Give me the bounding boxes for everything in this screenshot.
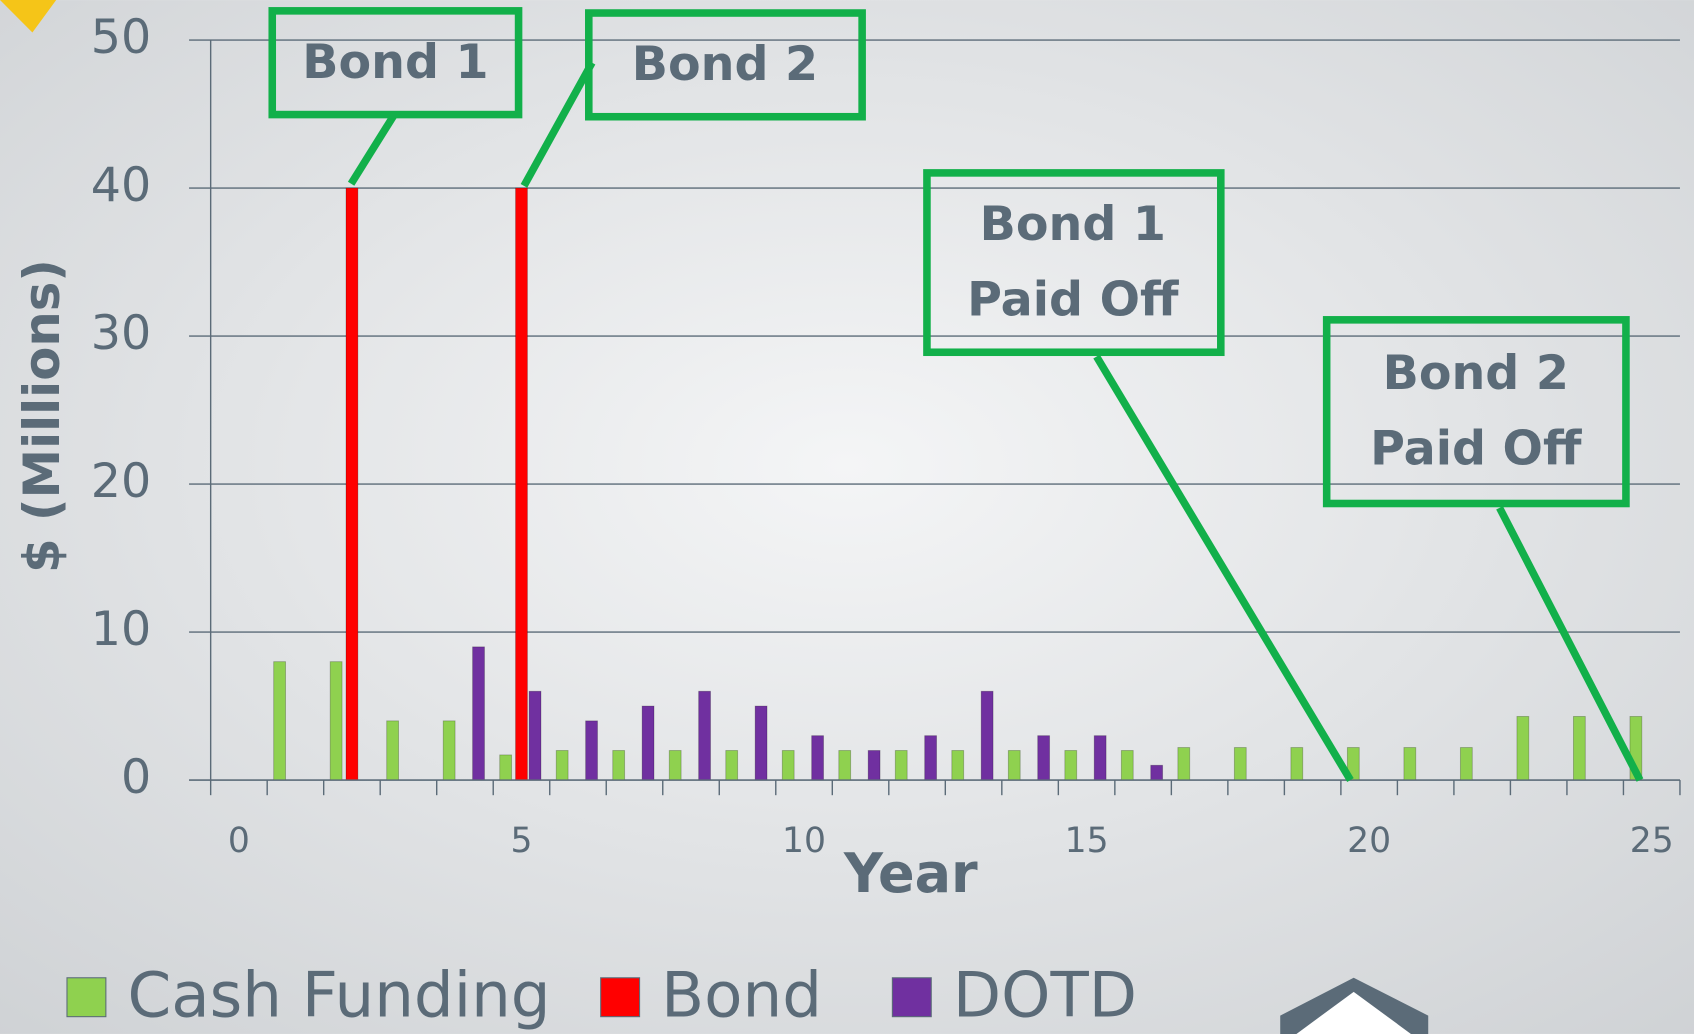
bar xyxy=(1007,750,1021,781)
legend-label: Bond xyxy=(661,958,822,1031)
callout-line xyxy=(347,112,398,186)
legend-label: DOTD xyxy=(953,958,1137,1031)
bar xyxy=(867,750,881,781)
bar xyxy=(515,187,528,781)
bar xyxy=(273,661,286,781)
bar xyxy=(725,750,739,781)
bar xyxy=(528,690,542,781)
x-tick-label: 20 xyxy=(1347,821,1391,861)
bar xyxy=(838,750,852,781)
bar xyxy=(1403,747,1417,781)
callout-line xyxy=(520,60,596,188)
bar xyxy=(1177,747,1191,781)
callout-box xyxy=(1322,316,1630,508)
bar xyxy=(641,705,655,781)
callout-box xyxy=(923,169,1225,357)
bar xyxy=(1120,750,1134,781)
legend-swatch xyxy=(66,977,107,1018)
y-tick-label: 30 xyxy=(91,306,151,361)
callout-line xyxy=(1093,354,1354,783)
bar xyxy=(386,720,400,781)
annotation-text: Bond 2 xyxy=(632,37,818,92)
bar xyxy=(951,750,965,781)
callout-box xyxy=(268,7,523,119)
bar xyxy=(1459,747,1473,781)
y-tick-label: 0 xyxy=(121,750,151,805)
bar xyxy=(499,754,513,781)
annotation-text: Paid Off xyxy=(1370,422,1582,477)
x-tick-label: 15 xyxy=(1065,821,1109,861)
bar xyxy=(1150,764,1164,781)
bar xyxy=(612,750,626,781)
x-tick-label: 10 xyxy=(782,821,826,861)
bar xyxy=(811,735,824,781)
bar xyxy=(585,720,598,781)
bar xyxy=(329,661,343,781)
bar xyxy=(754,705,768,781)
y-tick-label: 10 xyxy=(91,602,151,657)
annotation-text: Paid Off xyxy=(967,273,1179,328)
x-tick-label: 25 xyxy=(1630,821,1674,861)
x-axis-label: Year xyxy=(843,842,978,905)
bar xyxy=(1064,750,1078,781)
bar xyxy=(1037,735,1051,781)
y-axis-label: $ (Millions) xyxy=(13,259,71,573)
y-tick-label: 40 xyxy=(91,158,151,213)
bar xyxy=(442,720,456,781)
callout-line xyxy=(1496,506,1644,782)
bar xyxy=(555,750,569,781)
bar xyxy=(781,750,795,781)
x-tick-label: 5 xyxy=(510,821,532,861)
x-tick-label: 0 xyxy=(228,821,250,861)
bar xyxy=(1572,715,1586,781)
legend-label: Cash Funding xyxy=(127,958,550,1031)
bar xyxy=(698,690,711,781)
bar xyxy=(472,646,485,781)
bar xyxy=(1093,735,1107,781)
bar xyxy=(345,187,359,781)
bar xyxy=(980,690,994,781)
legend-swatch xyxy=(891,977,932,1018)
bar xyxy=(1516,715,1530,781)
annotation-text: Bond 1 xyxy=(980,197,1166,252)
bar xyxy=(924,735,937,781)
annotation-text: Bond 1 xyxy=(302,35,488,90)
bar xyxy=(894,750,908,781)
bar xyxy=(668,750,682,781)
corner-decoration xyxy=(0,0,57,33)
annotation-text: Bond 2 xyxy=(1383,346,1569,401)
callout-box xyxy=(585,9,866,121)
bar xyxy=(1233,747,1247,781)
logo-inner xyxy=(1296,991,1411,1034)
legend-swatch xyxy=(600,977,641,1018)
y-tick-label: 50 xyxy=(91,10,151,65)
y-tick-label: 20 xyxy=(91,454,151,509)
bar xyxy=(1290,747,1304,781)
